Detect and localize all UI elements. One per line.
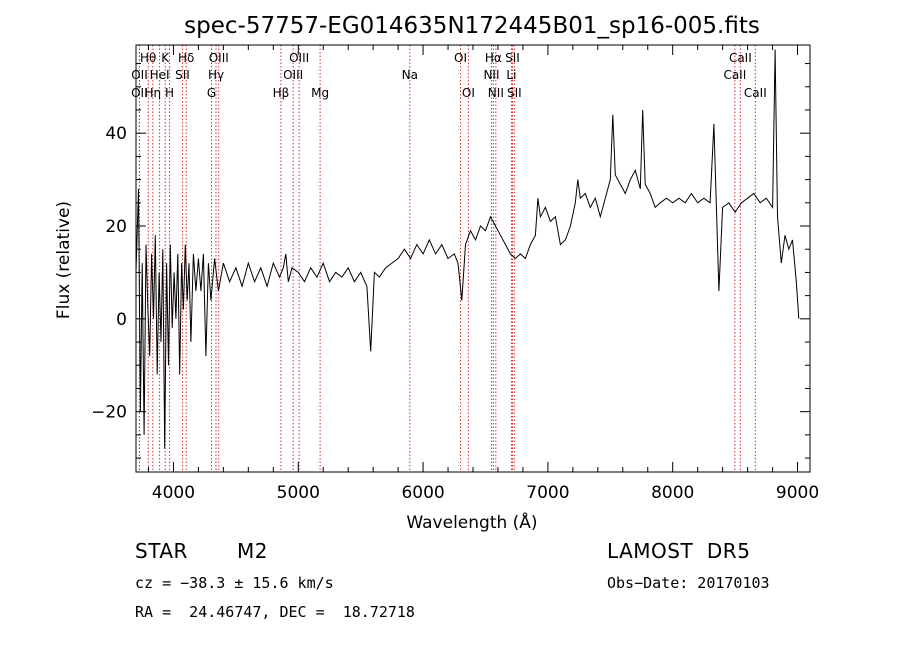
spectral-line-label: H (165, 86, 174, 100)
spectral-line-label: OII (131, 86, 148, 100)
spectral-line-label: Hδ (178, 51, 194, 65)
spectral-line-label: Hγ (208, 68, 224, 82)
spectral-line-label: OIII (289, 51, 309, 65)
spectral-line-label: SII (507, 86, 522, 100)
x-tick-label: 8000 (651, 483, 694, 503)
spectral-line-label: HeI (150, 68, 170, 82)
spectral-line-label: SII (505, 51, 520, 65)
spectrum-series-line (135, 49, 800, 449)
spectral-line-markers (138, 45, 756, 472)
x-axis-label: Wavelength (Å) (406, 511, 537, 533)
x-tick-label: 5000 (277, 483, 320, 503)
spectrum-chart: spec-57757-EG014635N172445B01_sp16-005.f… (54, 13, 819, 533)
x-tick-label: 4000 (152, 483, 195, 503)
spectral-line-label: OI (454, 51, 467, 65)
spectral-line-label: OIII (209, 51, 229, 65)
plot-frame (135, 44, 811, 473)
spectral-line-label: OII (131, 68, 148, 82)
coordinates: RA = 24.46747, DEC = 18.72718 (135, 603, 415, 621)
spectral-line-label: K (161, 51, 170, 65)
x-tick-label: 7000 (526, 483, 569, 503)
spectral-line-label: CaII (729, 51, 752, 65)
y-tick-label: 20 (105, 217, 127, 237)
spectral-line-label: NII (483, 68, 499, 82)
spectral-line-label: Hβ (273, 86, 290, 100)
spectral-line-label: Hθ (140, 51, 156, 65)
spectral-line-label: Hα (485, 51, 502, 65)
y-tick-label: 40 (105, 124, 127, 144)
redshift-velocity: cz = −38.3 ± 15.6 km/s (135, 574, 334, 592)
spectral-line-label: CaII (723, 68, 746, 82)
object-type: STAR (135, 539, 188, 563)
y-tick-label: −20 (91, 403, 127, 423)
survey-release: LAMOST DR5 (607, 539, 751, 563)
y-tick-label: 0 (116, 310, 127, 330)
spectral-subclass: M2 (237, 539, 268, 563)
spectral-line-label: CaII (744, 86, 767, 100)
x-axis: 4000 5000 6000 7000 8000 9000 (147, 45, 819, 503)
spectral-line-label: Mg (311, 86, 329, 100)
x-tick-label: 9000 (776, 483, 819, 503)
spectral-line-label: G (207, 86, 216, 100)
x-tick-label: 6000 (401, 483, 444, 503)
spectral-line-label: Li (506, 68, 516, 82)
spectral-line-label: Na (402, 68, 418, 82)
spectral-line-label: SII (175, 68, 190, 82)
spectral-line-label: OI (462, 86, 475, 100)
y-axis: −20 0 20 40 (91, 63, 810, 459)
spectral-line-label: NII (488, 86, 504, 100)
y-axis-label: Flux (relative) (54, 201, 74, 319)
spectral-line-label: OIII (283, 68, 303, 82)
chart-title: spec-57757-EG014635N172445B01_sp16-005.f… (184, 13, 760, 39)
observation-date: Obs−Date: 20170103 (607, 574, 770, 592)
spectral-line-label: Hη (145, 86, 162, 100)
